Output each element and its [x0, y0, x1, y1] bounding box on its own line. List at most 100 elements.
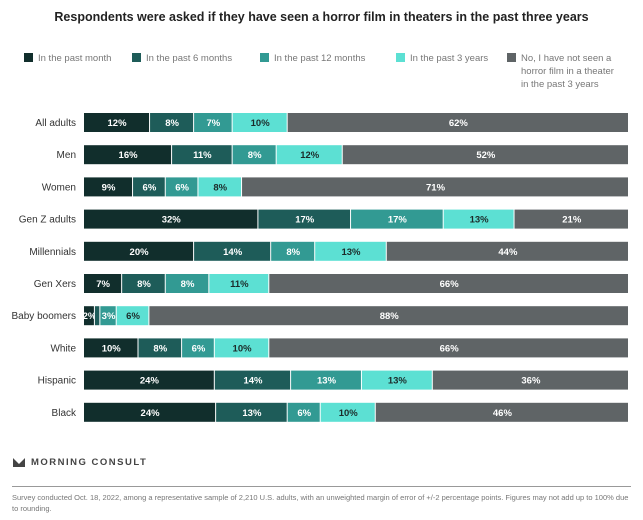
data-label: 36%: [521, 376, 541, 387]
data-label: 13%: [341, 247, 361, 258]
data-label: 66%: [440, 279, 460, 290]
bar-segment: [209, 274, 269, 293]
logo-text: MORNING CONSULT: [31, 456, 148, 468]
data-label: 6%: [192, 343, 206, 354]
data-label: 8%: [181, 279, 195, 290]
bar-segment: [432, 370, 628, 390]
data-label: 17%: [295, 215, 315, 226]
category-label: Hispanic: [38, 376, 76, 387]
bar-segment: [84, 402, 216, 422]
legend-label: In the past month: [38, 53, 112, 64]
footnote: Survey conducted Oct. 18, 2022, among a …: [12, 493, 629, 513]
data-label: 11%: [193, 150, 212, 161]
category-label: Gen Z adults: [19, 215, 76, 226]
bar-segment: [194, 113, 232, 132]
category-label: White: [50, 343, 76, 354]
data-label: 8%: [248, 150, 262, 161]
bar-segment: [198, 177, 242, 197]
brand-logo: MORNING CONSULT: [12, 456, 147, 468]
data-label: 8%: [213, 182, 227, 193]
legend-item: No, I have not seen a horror film in a th…: [507, 52, 614, 91]
data-label: 8%: [153, 343, 167, 354]
bar-segment: [84, 113, 150, 132]
legend-item: In the past 12 months: [260, 52, 365, 65]
bar-segment: [122, 274, 165, 293]
data-label: 24%: [141, 408, 161, 419]
data-label: 6%: [175, 182, 189, 193]
bar-segment: [133, 177, 165, 197]
bar-segment: [100, 306, 116, 326]
data-label: 66%: [440, 343, 460, 354]
data-label: 17%: [388, 215, 408, 226]
bar-segment: [351, 209, 443, 229]
data-label: 7%: [96, 279, 110, 290]
data-label: 88%: [380, 311, 400, 322]
data-label: 46%: [493, 408, 513, 419]
data-label: 52%: [476, 150, 496, 161]
data-label: 8%: [137, 279, 151, 290]
data-label: 32%: [162, 215, 182, 226]
data-label: 12%: [300, 150, 320, 161]
data-label: 14%: [243, 376, 263, 387]
bar-segment: [214, 338, 269, 358]
legend-label: In the past 6 months: [146, 53, 233, 64]
data-label: 10%: [102, 343, 122, 354]
data-label: 13%: [242, 408, 262, 419]
data-label: 8%: [286, 247, 300, 258]
bar-segment: [361, 370, 432, 390]
data-label: 9%: [102, 182, 116, 193]
bar-segment: [165, 177, 198, 197]
bar-segment: [271, 241, 315, 261]
legend-swatch: [507, 53, 516, 62]
legend-swatch: [260, 53, 269, 62]
data-label: 62%: [449, 118, 469, 129]
bar-segment: [320, 402, 375, 422]
legend-label: No, I have not seen a horror film in a th…: [521, 53, 614, 90]
bar-segment: [269, 274, 628, 293]
data-label: 13%: [388, 376, 408, 387]
legend-item: In the past 3 years: [396, 52, 488, 65]
data-label: 14%: [223, 247, 243, 258]
bar-segment: [149, 306, 628, 326]
bar-segment: [84, 177, 133, 197]
bar-segment: [315, 241, 386, 261]
bar-segment: [84, 370, 214, 390]
legend-label: In the past 3 years: [410, 53, 489, 64]
data-label: 6%: [297, 408, 311, 419]
category-label: Women: [42, 182, 76, 193]
data-label: 24%: [140, 376, 160, 387]
bar-segment: [242, 177, 629, 197]
bar-segment: [116, 306, 149, 326]
bar-segment: [276, 145, 342, 165]
data-label: 2%: [83, 311, 97, 322]
bar-segment: [287, 402, 320, 422]
bar-segment: [84, 241, 194, 261]
legend-item: In the past month: [24, 52, 111, 65]
data-label: 8%: [165, 118, 179, 129]
data-label: 6%: [126, 311, 140, 322]
data-label: 10%: [251, 118, 271, 129]
bar-segment: [514, 209, 628, 229]
data-label: 3%: [102, 311, 116, 322]
data-label: 16%: [119, 150, 139, 161]
bar-segment: [269, 338, 628, 358]
morning-consult-logo-icon: [12, 456, 26, 467]
bar-segment: [150, 113, 194, 132]
legend-swatch: [24, 53, 33, 62]
data-label: 11%: [230, 279, 249, 290]
legend-swatch: [132, 53, 141, 62]
bar-segment: [182, 338, 214, 358]
data-label: 71%: [426, 182, 446, 193]
bar-segment: [214, 370, 291, 390]
data-label: 7%: [207, 118, 221, 129]
legend-label: In the past 12 months: [274, 53, 366, 64]
data-label: 20%: [130, 247, 150, 258]
data-label: 10%: [233, 343, 253, 354]
bar-segment: [172, 145, 232, 165]
bar-segment: [291, 370, 361, 390]
category-label: All adults: [35, 118, 76, 129]
bar-chart: All adults 12% 8% 7% 10% 62% Men 16% 11% 8% 12% 52%…: [12, 113, 629, 422]
bar-segment: [165, 274, 209, 293]
bar-segment: [84, 274, 122, 293]
data-label: 12%: [108, 118, 128, 129]
